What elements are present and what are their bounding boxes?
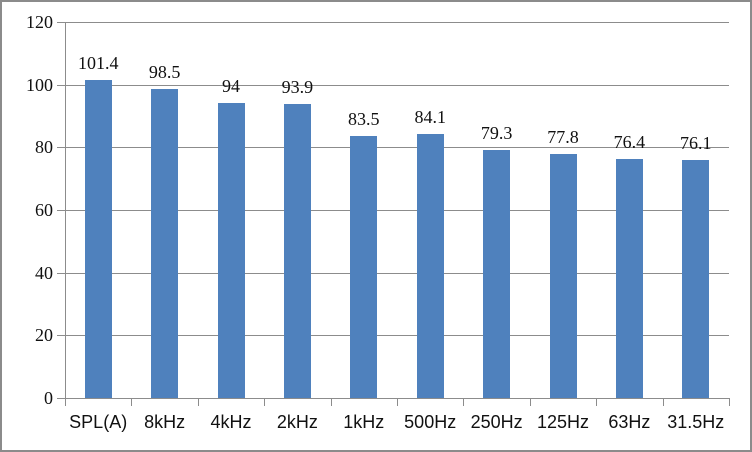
x-axis-category-label: 250Hz xyxy=(470,412,523,432)
x-axis-tick xyxy=(131,398,133,406)
gridline xyxy=(65,84,729,86)
y-axis-tick xyxy=(57,335,65,337)
y-axis-tick xyxy=(57,210,65,211)
y-axis-tick-label: 100 xyxy=(26,74,53,95)
x-axis-category-label: 500Hz xyxy=(404,412,457,432)
bar[interactable] xyxy=(217,103,245,398)
bar[interactable] xyxy=(615,158,643,398)
x-axis-tick xyxy=(397,398,398,406)
bar-data-label: 94 xyxy=(222,76,240,97)
bar-data-label: 76.1 xyxy=(680,132,712,153)
bar[interactable] xyxy=(682,159,710,398)
x-axis-tick xyxy=(596,398,598,406)
y-axis-tick xyxy=(57,84,65,86)
bar[interactable] xyxy=(350,136,378,398)
y-axis-tick-label: 80 xyxy=(35,137,53,158)
y-axis-tick-label: 20 xyxy=(35,325,53,346)
x-axis-category-label: 63Hz xyxy=(608,412,651,432)
x-axis-tick xyxy=(729,398,730,406)
x-axis-tick xyxy=(197,398,199,406)
bar-data-label: 79.3 xyxy=(480,122,513,143)
x-axis-category-label: 2kHz xyxy=(276,412,318,432)
x-axis-category-label: 31.5Hz xyxy=(667,412,725,432)
x-axis-category-label: SPL(A) xyxy=(69,412,128,432)
y-axis-tick xyxy=(57,272,65,274)
gridline xyxy=(65,210,729,211)
bar-data-label: 77.8 xyxy=(547,127,579,148)
y-axis-tick xyxy=(57,22,65,23)
x-axis-category-label: 125Hz xyxy=(536,412,589,432)
bar-data-label: 101.4 xyxy=(77,53,119,74)
y-axis-tick xyxy=(57,398,65,399)
bar[interactable] xyxy=(283,103,311,398)
y-axis-tick-label: 120 xyxy=(26,12,53,32)
x-axis-category-label: 4kHz xyxy=(210,412,252,432)
bar-data-label: 84.1 xyxy=(414,107,446,128)
gridline xyxy=(65,22,729,23)
y-axis-line xyxy=(65,22,66,398)
gridline xyxy=(65,335,729,337)
x-axis-tick xyxy=(662,398,664,406)
y-axis-tick xyxy=(57,147,65,149)
y-axis-tick-label: 0 xyxy=(44,388,53,408)
bar[interactable] xyxy=(84,80,112,398)
x-axis-tick xyxy=(65,398,66,406)
gridline xyxy=(65,272,729,274)
y-axis-tick-label: 40 xyxy=(35,262,53,283)
bar-data-label: 93.9 xyxy=(281,76,314,97)
x-axis-category-label: 8kHz xyxy=(144,412,186,432)
bar[interactable] xyxy=(151,89,179,398)
x-axis-tick xyxy=(264,398,266,406)
bar-data-label: 83.5 xyxy=(348,109,380,130)
bar[interactable] xyxy=(416,134,444,398)
y-axis-tick-label: 60 xyxy=(35,200,53,220)
x-axis-category-label: 1kHz xyxy=(343,412,385,432)
gridline xyxy=(65,147,729,149)
x-axis-tick xyxy=(529,398,531,406)
bar-data-label: 98.5 xyxy=(148,62,181,83)
bar[interactable] xyxy=(483,149,511,398)
bar-data-label: 76.4 xyxy=(613,131,646,152)
x-axis-tick xyxy=(463,398,465,406)
x-axis-tick xyxy=(330,398,332,406)
bar[interactable] xyxy=(549,154,577,398)
